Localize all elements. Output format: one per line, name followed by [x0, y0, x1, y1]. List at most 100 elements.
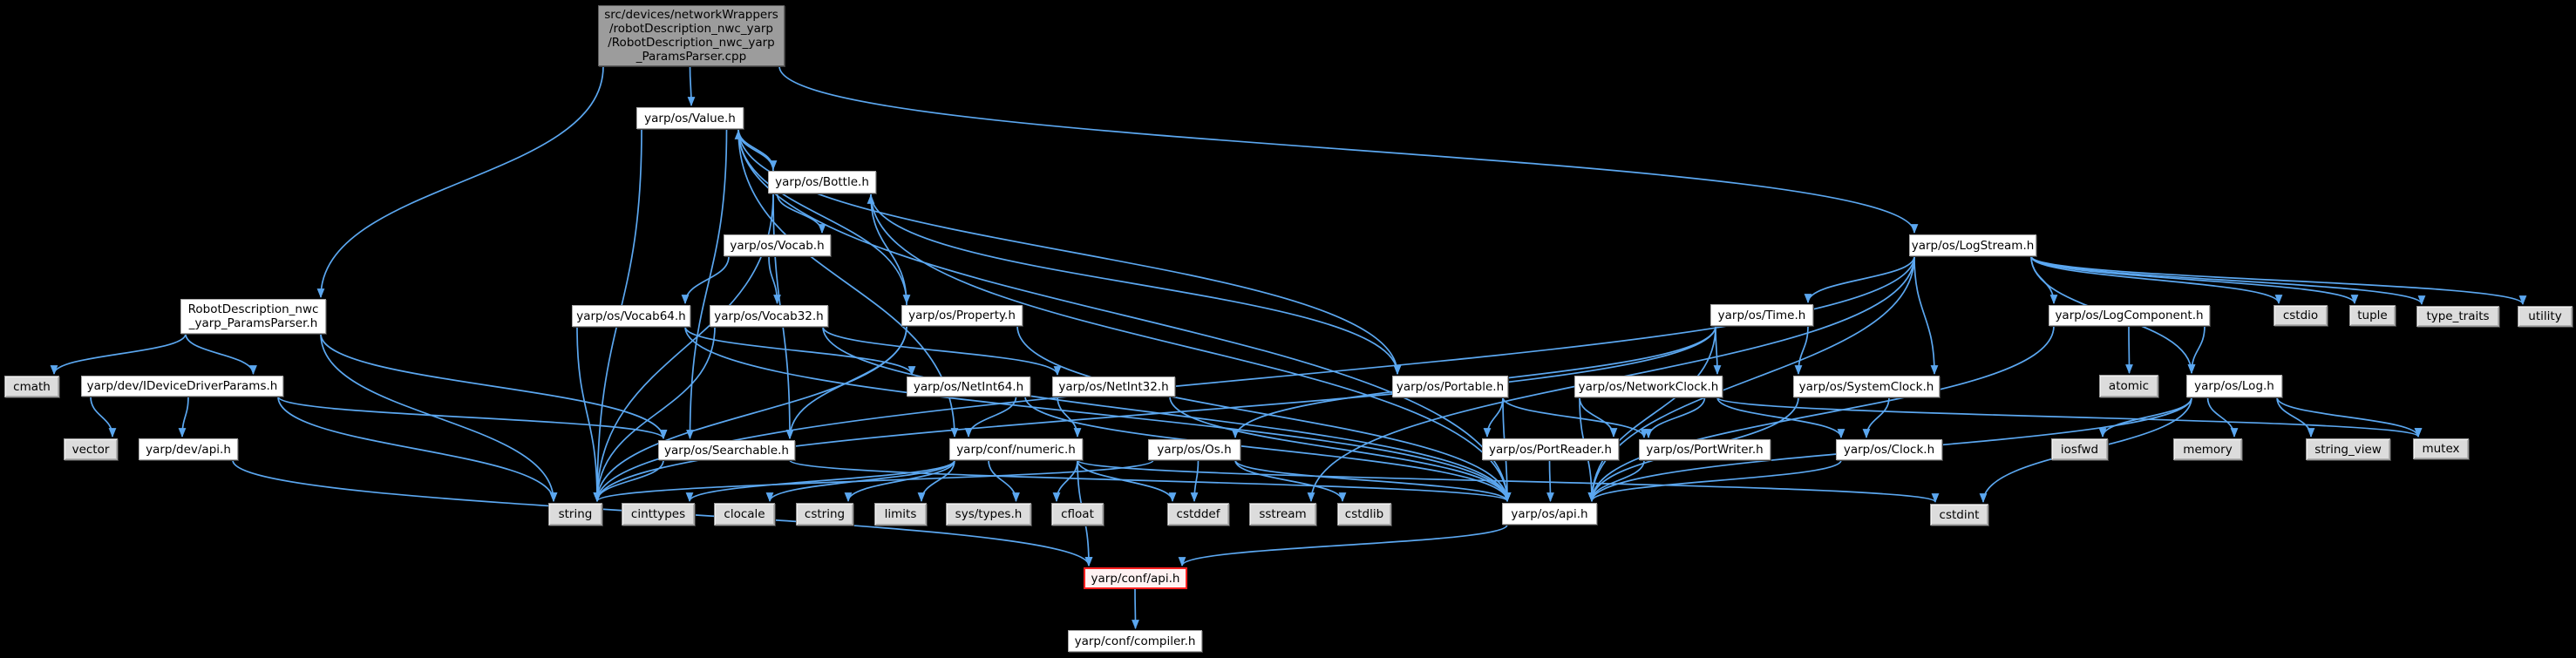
edge-time_h-systemclock_h: [1794, 325, 1809, 376]
graph-node-clock_h[interactable]: yarp/os/Clock.h: [1836, 439, 1942, 460]
edge-netint32_h-os_api_h: [1169, 396, 1512, 503]
edge-time_h-string: [593, 325, 1716, 503]
edge-time_h-os_api_h: [1587, 325, 1716, 503]
graph-node-idevicedriverparams_h[interactable]: yarp/dev/IDeviceDriverParams.h: [81, 376, 283, 397]
edge-bottle_h-vocab_h: [776, 193, 826, 234]
edge-logcomponent_h-os_api_h: [1587, 325, 2055, 503]
edge-vocab64_h-string: [576, 326, 602, 503]
graph-node-string_view[interactable]: string_view: [2306, 438, 2390, 460]
edge-bottle_h-os_api_h: [870, 193, 1512, 503]
graph-node-memory[interactable]: memory: [2173, 438, 2242, 460]
graph-node-cstdint[interactable]: cstdint: [1930, 504, 1988, 526]
graph-node-systemclock_h[interactable]: yarp/os/SystemClock.h: [1793, 376, 1940, 397]
graph-node-vocab64_h[interactable]: yarp/os/Vocab64.h: [572, 305, 690, 327]
edge-logcomponent_h-log_h: [2187, 325, 2206, 375]
graph-node-cpp_main[interactable]: src/devices/networkWrappers /robotDescri…: [598, 5, 785, 66]
graph-node-portreader_h[interactable]: yarp/os/PortReader.h: [1482, 438, 1619, 460]
edge-params_parser_h-string: [320, 333, 558, 503]
graph-node-utility[interactable]: utility: [2518, 306, 2573, 327]
graph-node-dev_api_h[interactable]: yarp/dev/api.h: [139, 438, 238, 460]
graph-node-vocab32_h[interactable]: yarp/os/Vocab32.h: [710, 305, 828, 327]
graph-node-type_traits[interactable]: type_traits: [2416, 306, 2499, 327]
graph-node-tuple[interactable]: tuple: [2349, 305, 2396, 326]
edge-logstream_h-type_traits: [2030, 255, 2426, 306]
edge-value_h-portable_h: [737, 128, 1402, 376]
graph-node-cmath[interactable]: cmath: [4, 376, 59, 397]
graph-node-bottle_h[interactable]: yarp/os/Bottle.h: [768, 171, 876, 193]
edge-log_h-memory: [2206, 397, 2239, 438]
edge-value_h-os_api_h: [737, 128, 1512, 503]
graph-node-netint32_h[interactable]: yarp/os/NetInt32.h: [1052, 376, 1175, 397]
graph-node-mutex[interactable]: mutex: [2413, 438, 2469, 459]
graph-node-networkclock_h[interactable]: yarp/os/NetworkClock.h: [1574, 376, 1723, 397]
edge-cpp_main-params_parser_h: [316, 65, 604, 299]
edge-portable_h-portwriter_h: [1502, 397, 1648, 439]
graph-node-cstdlib[interactable]: cstdlib: [1337, 503, 1391, 526]
graph-node-systypes[interactable]: sys/types.h: [946, 503, 1031, 526]
graph-node-cinttypes[interactable]: cinttypes: [622, 503, 695, 526]
graph-node-logstream_h[interactable]: yarp/os/LogStream.h: [1909, 234, 2036, 256]
edge-idevicedriverparams_h-string: [277, 396, 558, 503]
edge-property_h-bottle_h: [867, 193, 907, 306]
edge-vocab64_h-netint64_h: [684, 326, 916, 376]
graph-node-vocab_h[interactable]: yarp/os/Vocab.h: [724, 234, 831, 256]
edge-logcomponent_h-atomic: [2125, 325, 2133, 375]
edge-logstream_h-systemclock_h: [1913, 255, 1939, 376]
edge-os_h-string: [593, 459, 1154, 503]
edge-idevicedriverparams_h-dev_api_h: [178, 396, 189, 438]
edge-searchable_h-string: [593, 459, 664, 503]
edge-logstream_h-cstdio: [2030, 255, 2283, 305]
graph-node-string[interactable]: string: [548, 503, 602, 526]
graph-node-os_h[interactable]: yarp/os/Os.h: [1148, 439, 1240, 460]
graph-node-cfloat[interactable]: cfloat: [1051, 503, 1104, 526]
edge-cpp_main-value_h: [687, 65, 696, 107]
graph-node-atomic[interactable]: atomic: [2099, 375, 2158, 397]
edge-params_parser_h-idevicedriverparams_h: [185, 333, 257, 376]
edge-vocab32_h-netint32_h: [822, 326, 1062, 376]
edge-logstream_h-utility: [2030, 255, 2527, 306]
edge-numeric_h-cinttypes: [685, 459, 955, 503]
edge-bottle_h-portable_h: [870, 193, 1402, 376]
edge-networkclock_h-portreader_h: [1579, 397, 1618, 438]
edge-systemclock_h-clock_h: [1862, 397, 1890, 439]
graph-node-sstream[interactable]: sstream: [1249, 503, 1316, 526]
graph-node-portable_h[interactable]: yarp/os/Portable.h: [1392, 376, 1508, 397]
edge-portreader_h-os_api_h: [1546, 459, 1554, 503]
graph-node-os_api_h[interactable]: yarp/os/api.h: [1502, 503, 1597, 525]
edge-logstream_h-time_h: [1804, 255, 1915, 304]
graph-node-searchable_h[interactable]: yarp/os/Searchable.h: [658, 440, 795, 460]
edge-log_h-mutex: [2276, 397, 2423, 438]
graph-node-params_parser_h[interactable]: RobotDescription_nwc _yarp_ParamsParser.…: [180, 299, 326, 334]
edge-networkclock_h-mutex: [1716, 397, 2423, 438]
edge-property_h-string: [593, 325, 907, 503]
graph-node-log_h[interactable]: yarp/os/Log.h: [2186, 375, 2282, 397]
graph-node-netint64_h[interactable]: yarp/os/NetInt64.h: [907, 376, 1030, 397]
edge-searchable_h-os_api_h: [789, 459, 1512, 503]
graph-node-cstdio[interactable]: cstdio: [2274, 305, 2328, 326]
edge-os_h-cstddef: [1190, 459, 1200, 503]
edge-numeric_h-cfloat: [1052, 459, 1078, 503]
graph-node-cstddef[interactable]: cstddef: [1167, 503, 1229, 526]
graph-node-conf_api_h[interactable]: yarp/conf/api.h: [1084, 567, 1187, 589]
edge-os_h-os_api_h: [1234, 459, 1512, 503]
edge-vocab32_h-string: [593, 326, 716, 503]
graph-node-conf_compiler_h[interactable]: yarp/conf/compiler.h: [1068, 630, 1202, 652]
edge-value_h-bottle_h: [737, 128, 778, 171]
edge-netint64_h-os_api_h: [1024, 396, 1512, 503]
graph-node-vector[interactable]: vector: [64, 438, 118, 460]
graph-node-portwriter_h[interactable]: yarp/os/PortWriter.h: [1639, 439, 1771, 460]
graph-node-logcomponent_h[interactable]: yarp/os/LogComponent.h: [2049, 305, 2210, 326]
graph-node-limits[interactable]: limits: [874, 503, 927, 526]
edge-value_h-property_h: [737, 128, 911, 305]
graph-node-iosfwd[interactable]: iosfwd: [2051, 438, 2108, 460]
graph-node-clocale[interactable]: clocale: [714, 503, 775, 526]
edge-logstream_h-tuple: [2030, 255, 2359, 305]
graph-node-cstring[interactable]: cstring: [796, 503, 853, 526]
graph-node-time_h[interactable]: yarp/os/Time.h: [1710, 304, 1813, 326]
graph-node-value_h[interactable]: yarp/os/Value.h: [636, 107, 744, 129]
edge-cpp_main-logstream_h: [778, 65, 1919, 234]
graph-node-numeric_h[interactable]: yarp/conf/numeric.h: [949, 438, 1083, 460]
edge-vocab_h-vocab64_h: [681, 255, 730, 305]
graph-node-property_h[interactable]: yarp/os/Property.h: [901, 305, 1023, 326]
edge-params_parser_h-searchable_h: [320, 333, 668, 440]
